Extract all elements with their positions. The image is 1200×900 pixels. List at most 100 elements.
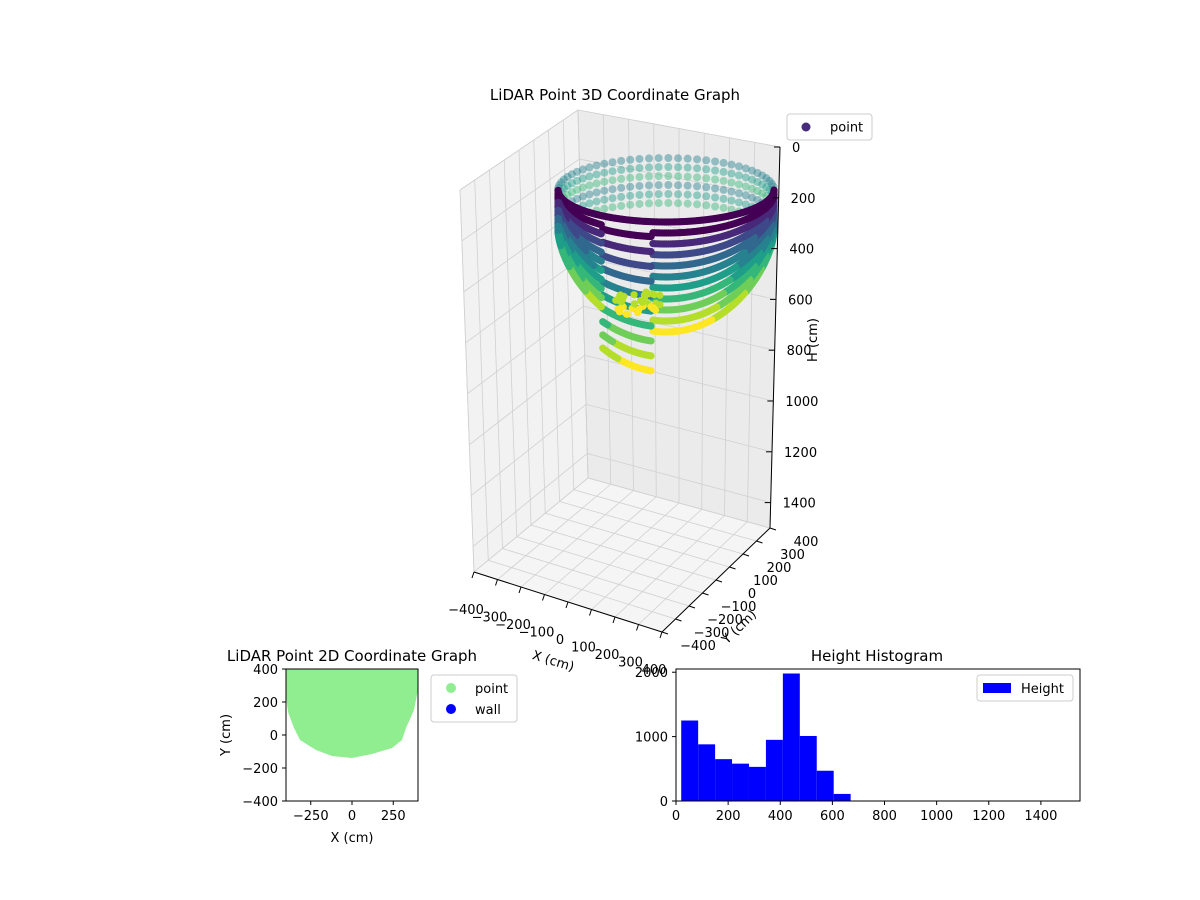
- data-point-3d: [634, 309, 641, 316]
- chart-title-3d: LiDAR Point 3D Coordinate Graph: [490, 86, 740, 104]
- data-point-3d: [684, 191, 692, 199]
- z-tick-label-3d: 400: [789, 243, 814, 258]
- data-point-3d: [600, 169, 608, 177]
- data-point-3d: [635, 164, 643, 172]
- data-point-3d: [609, 176, 617, 184]
- plot-3d: −400−300−200−100 0 100200300400−400−300−20…: [448, 86, 872, 678]
- x-tick-mark-3d: [590, 610, 592, 616]
- data-point-3d: [617, 202, 625, 210]
- x-tick-mark-3d: [660, 632, 662, 638]
- legend-label-wall-2d: wall: [475, 703, 501, 718]
- data-point-3d: [674, 190, 682, 198]
- data-point-3d: [702, 192, 710, 200]
- x-tick-mark-3d: [519, 587, 521, 593]
- data-point-3d: [617, 175, 625, 183]
- data-point-3d: [626, 201, 634, 209]
- plot-histogram: Height Histogram 0 200 400 600 800 1000 1200 14…: [635, 647, 1080, 824]
- legend-marker-point-2d: [446, 683, 456, 693]
- data-point-3d: [623, 311, 630, 318]
- data-point-3d: [720, 177, 728, 185]
- x-tick-label-3d: 200: [595, 648, 620, 663]
- data-point-3d: [735, 198, 743, 206]
- x-tick-mark-3d: [566, 602, 568, 608]
- data-point-3d: [711, 175, 719, 183]
- histogram-bar: [834, 794, 851, 801]
- data-point-3d: [600, 196, 608, 204]
- legend-3d: point: [787, 114, 872, 140]
- data-point-3d: [635, 182, 643, 190]
- data-point-3d: [664, 190, 672, 198]
- data-point-3d: [693, 155, 701, 163]
- data-point-3d: [585, 163, 593, 171]
- x-tick-label-histogram: 800: [872, 809, 897, 824]
- y-tick-label-2d: 0: [270, 729, 278, 744]
- data-point-3d: [684, 164, 692, 172]
- data-point-3d: [674, 181, 682, 189]
- y-tick-mark-3d: [730, 567, 736, 569]
- data-point-3d: [655, 154, 663, 162]
- data-point-3d: [693, 182, 701, 190]
- data-point-3d: [655, 172, 663, 180]
- y-tick-label-histogram: 2000: [635, 666, 668, 681]
- data-point-3d: [664, 163, 672, 171]
- data-point-3d: [655, 163, 663, 171]
- data-point-3d: [655, 199, 663, 207]
- x-tick-label-histogram: 1200: [972, 809, 1005, 824]
- data-point-3d: [728, 188, 736, 196]
- data-point-3d: [645, 190, 653, 198]
- data-point-3d: [626, 174, 634, 182]
- data-point-3d: [664, 154, 672, 162]
- data-point-3d: [674, 163, 682, 171]
- y-tick-label-2d: −400: [242, 795, 278, 810]
- legend-marker-point-3d: [802, 123, 811, 132]
- data-point-3d: [684, 173, 692, 181]
- z-tick-label-3d: 1000: [785, 395, 818, 410]
- plot-2d: LiDAR Point 2D Coordinate Graph −250 0 250…: [219, 647, 517, 846]
- data-point-3d: [600, 205, 608, 213]
- data-point-3d: [645, 199, 653, 207]
- data-point-3d: [702, 174, 710, 182]
- data-point-3d: [702, 201, 710, 209]
- data-point-3d: [702, 156, 710, 164]
- data-point-3d: [645, 172, 653, 180]
- legend-marker-height: [983, 683, 1011, 693]
- y-tick-label-3d: 100: [753, 574, 778, 589]
- x-tick-label-2d: −250: [293, 809, 329, 824]
- data-point-3d: [617, 184, 625, 192]
- data-point-3d: [593, 179, 601, 187]
- data-point-3d: [664, 172, 672, 180]
- y-tick-mark-3d: [770, 528, 776, 530]
- data-point-3d: [728, 170, 736, 178]
- x-tick-label-2d: 0: [348, 809, 356, 824]
- x-tick-label-histogram: 200: [716, 809, 741, 824]
- data-point-3d: [617, 193, 625, 201]
- data-point-3d: [693, 173, 701, 181]
- data-point-3d: [645, 154, 653, 162]
- histogram-bar: [732, 764, 749, 801]
- legend-label-point-2d: point: [475, 682, 508, 697]
- histogram-bar: [800, 736, 817, 801]
- y-tick-mark-3d: [676, 619, 682, 621]
- legend-2d: point wall: [431, 675, 517, 722]
- y-axis-label-2d: Y (cm): [219, 714, 234, 757]
- data-point-3d: [609, 194, 617, 202]
- y-tick-mark-3d: [757, 541, 763, 543]
- data-point-3d: [626, 156, 634, 164]
- data-point-3d: [645, 163, 653, 171]
- x-tick-mark-3d: [543, 595, 545, 601]
- data-point-3d: [664, 199, 672, 207]
- data-point-3d: [711, 166, 719, 174]
- y-tick-mark-3d: [662, 632, 668, 634]
- data-point-3d: [735, 171, 743, 179]
- data-point-3d: [702, 183, 710, 191]
- z-tick-label-3d: 200: [791, 192, 816, 207]
- x-tick-mark-3d: [472, 572, 474, 578]
- data-point-3d: [693, 191, 701, 199]
- legend-label-point-3d: point: [830, 121, 863, 136]
- data-point-3d: [711, 184, 719, 192]
- z-tick-label-3d: 600: [788, 293, 813, 308]
- data-point-3d: [617, 157, 625, 165]
- x-tick-label-histogram: 400: [768, 809, 793, 824]
- y-tick-label-3d: 200: [767, 561, 792, 576]
- data-point-3d: [599, 345, 606, 352]
